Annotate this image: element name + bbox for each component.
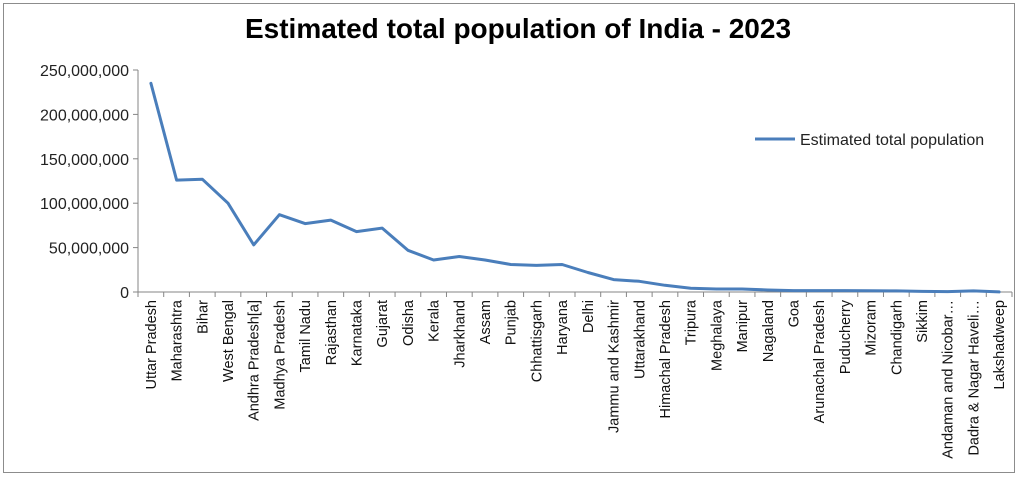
x-tick-label: Maharashtra (170, 299, 186, 381)
x-tick-label: Uttarakhand (632, 300, 648, 379)
x-tick-label: West Bengal (221, 300, 237, 382)
x-tick-label: Jharkhand (452, 300, 468, 368)
y-tick-label: 100,000,000 (40, 196, 129, 213)
x-tick-label: Madhya Pradesh (272, 300, 288, 410)
x-tick-label: Karnataka (350, 299, 366, 366)
y-tick-label: 250,000,000 (40, 63, 129, 80)
x-tick-label: Sikkim (915, 300, 931, 343)
y-axis: 0 50,000,000 100,000,000 150,000,000 200,000… (40, 63, 139, 302)
x-axis: Uttar Pradesh Maharashtra Bihar West Bengal… (137, 291, 1013, 459)
x-tick-label: Nagaland (761, 300, 777, 362)
series-line (149, 81, 1001, 294)
x-tick-label: Punjab (504, 300, 520, 345)
x-tick-label: Uttar Pradesh (144, 300, 160, 389)
x-tick-label: Tripura (684, 299, 700, 345)
x-tick-label: Lakshadweep (992, 300, 1008, 390)
x-tick-label: Chandigarh (889, 300, 905, 375)
x-tick-label: Andhra Pradesh[a] (247, 300, 263, 421)
x-tick-label: Kerala (427, 299, 443, 342)
x-tick-label: Goa (787, 299, 803, 327)
legend: Estimated total population (755, 132, 984, 149)
x-tick-label: Assam (478, 300, 494, 344)
chart-frame (3, 3, 1015, 473)
x-tick-label: Tamil Nadu (298, 300, 314, 373)
y-tick-label: 50,000,000 (49, 241, 129, 258)
y-tick-label: 200,000,000 (40, 107, 129, 124)
x-tick-label: Meghalaya (709, 299, 725, 371)
x-tick-label: Mizoram (864, 300, 880, 356)
x-tick-label: Haryana (555, 299, 571, 355)
x-tick-label: Puducherry (838, 299, 854, 374)
legend-label: Estimated total population (800, 132, 984, 149)
x-tick-label: Odisha (401, 299, 417, 346)
x-tick-label: Chhattisgarh (529, 300, 545, 382)
series-group (149, 81, 1001, 294)
x-tick-label: Manipur (735, 300, 751, 353)
y-tick-label: 0 (120, 285, 129, 302)
x-tick-label: Gujarat (375, 300, 391, 348)
x-tick-label: Andaman and Nicobar… (941, 300, 957, 459)
x-tick-label: Bihar (195, 300, 211, 334)
x-tick-label: Jammu and Kashmir (607, 300, 623, 433)
chart-title: Estimated total population of India - 20… (245, 13, 791, 44)
x-tick-label: Rajasthan (324, 300, 340, 365)
x-tick-label: Dadra & Nagar Haveli… (966, 300, 982, 456)
x-tick-label: Delhi (581, 300, 597, 333)
legend-entry: Estimated total population (755, 132, 984, 149)
y-tick-label: 150,000,000 (40, 152, 129, 169)
x-tick-label: Himachal Pradesh (658, 300, 674, 418)
x-tick-label: Arunachal Pradesh (812, 300, 828, 423)
